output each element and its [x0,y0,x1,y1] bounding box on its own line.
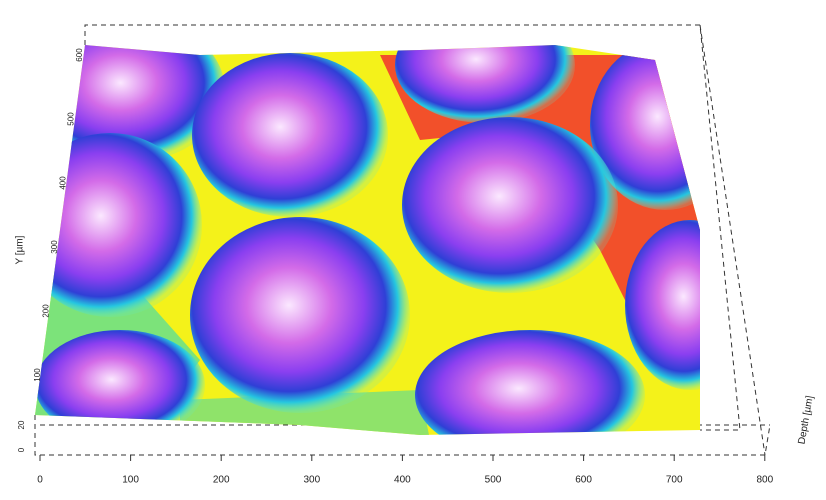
depth-tick-label: 0 [17,447,26,452]
x-tick-label: 0 [37,475,43,486]
surface [35,45,700,435]
x-tick-label: 800 [756,475,773,486]
y-tick-label: 100 [33,368,42,382]
x-tick-label: 200 [213,475,230,486]
depth-axis-label: Depth [µm] [796,395,815,445]
x-tick-label: 700 [666,475,683,486]
y-tick-label: 300 [50,240,59,254]
x-tick-label: 100 [122,475,139,486]
y-tick-label: 400 [58,176,67,190]
y-axis-label: Y [µm] [15,235,26,264]
x-tick-label: 300 [303,475,320,486]
y-tick-label: 500 [67,112,76,126]
x-tick-label: 600 [575,475,592,486]
x-tick-label: 400 [394,475,411,486]
depth-tick-label: 20 [17,420,26,429]
x-tick-label: 500 [485,475,502,486]
y-tick-label: 200 [42,304,51,318]
y-tick-label: 600 [75,48,84,62]
